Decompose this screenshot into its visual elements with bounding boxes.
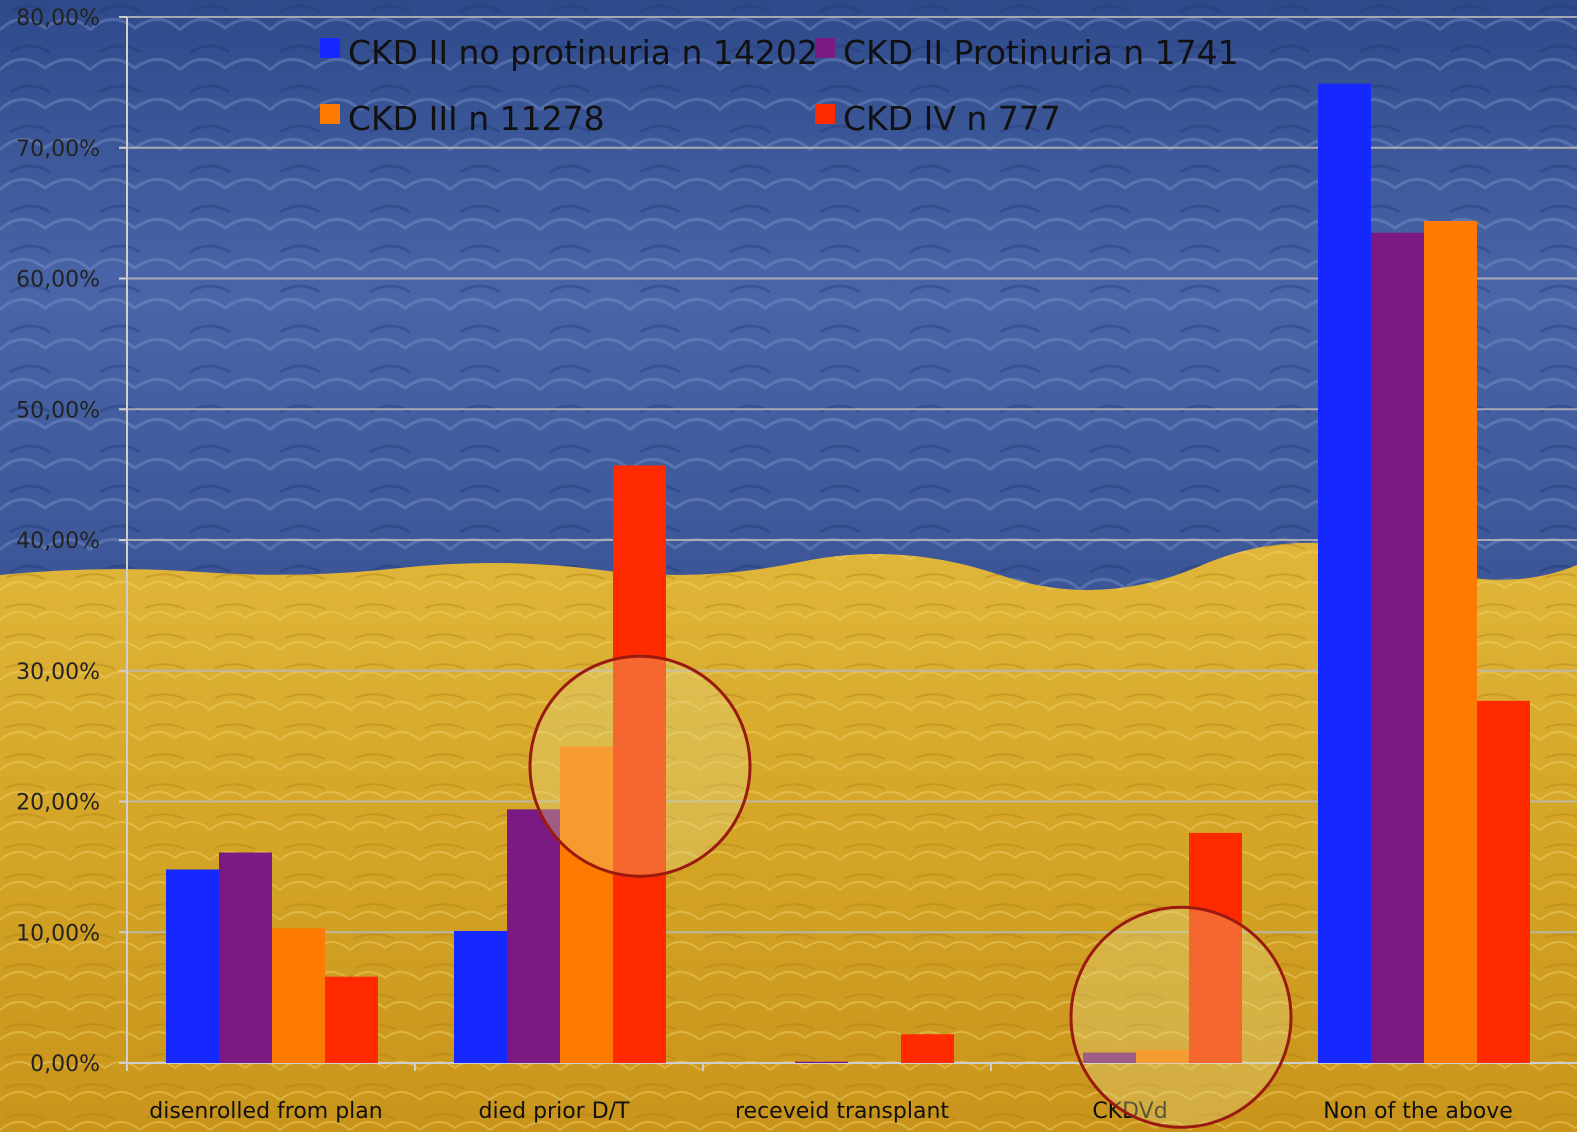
bar	[454, 930, 507, 1063]
legend-label: CKD II Protinuria n 1741	[843, 33, 1239, 72]
y-tick-label: 60,00%	[16, 268, 100, 293]
legend-label: CKD II no protinuria n 14202	[348, 33, 818, 72]
bar	[507, 809, 560, 1063]
legend-label: CKD IV n 777	[843, 99, 1061, 138]
y-tick-label: 0,00%	[30, 1052, 100, 1077]
legend-label: CKD III n 11278	[348, 99, 605, 138]
bar	[272, 928, 325, 1063]
y-tick-label: 30,00%	[16, 660, 100, 685]
highlight-circle	[528, 654, 752, 878]
x-tick-label: Non of the above	[1323, 1099, 1513, 1124]
bar	[901, 1034, 954, 1063]
x-tick-label: disenrolled from plan	[149, 1099, 382, 1124]
highlight-circles	[528, 654, 1293, 1129]
bar	[1083, 1052, 1136, 1063]
legend: CKD II no protinuria n 14202 CKD II Proti…	[320, 33, 1239, 138]
x-tick-label: CKDVd	[1092, 1099, 1167, 1124]
y-tick-label: 20,00%	[16, 791, 100, 816]
bar	[325, 976, 378, 1063]
bar	[219, 852, 272, 1063]
y-tick-label: 70,00%	[16, 137, 100, 162]
y-tick-label: 80,00%	[16, 6, 100, 31]
bar	[1189, 832, 1242, 1063]
bar	[166, 869, 219, 1063]
bar	[560, 746, 613, 1063]
highlight-circle	[1069, 905, 1293, 1129]
y-tick-label: 50,00%	[16, 398, 100, 423]
legend-swatch	[815, 104, 835, 124]
bar	[1318, 83, 1371, 1064]
bars	[166, 83, 1530, 1064]
legend-swatch	[320, 38, 340, 58]
y-tick-label: 10,00%	[16, 921, 100, 946]
legend-swatch	[320, 104, 340, 124]
bar	[1477, 700, 1530, 1063]
x-tick-label: died prior D/T	[479, 1099, 631, 1124]
y-tick-label: 40,00%	[16, 529, 100, 554]
bar	[1371, 232, 1424, 1064]
x-tick-label: receveid transplant	[735, 1099, 949, 1124]
legend-swatch	[815, 38, 835, 58]
bar	[1424, 220, 1477, 1064]
bar	[795, 1061, 848, 1063]
bar	[613, 465, 666, 1063]
bar	[1136, 1049, 1189, 1063]
